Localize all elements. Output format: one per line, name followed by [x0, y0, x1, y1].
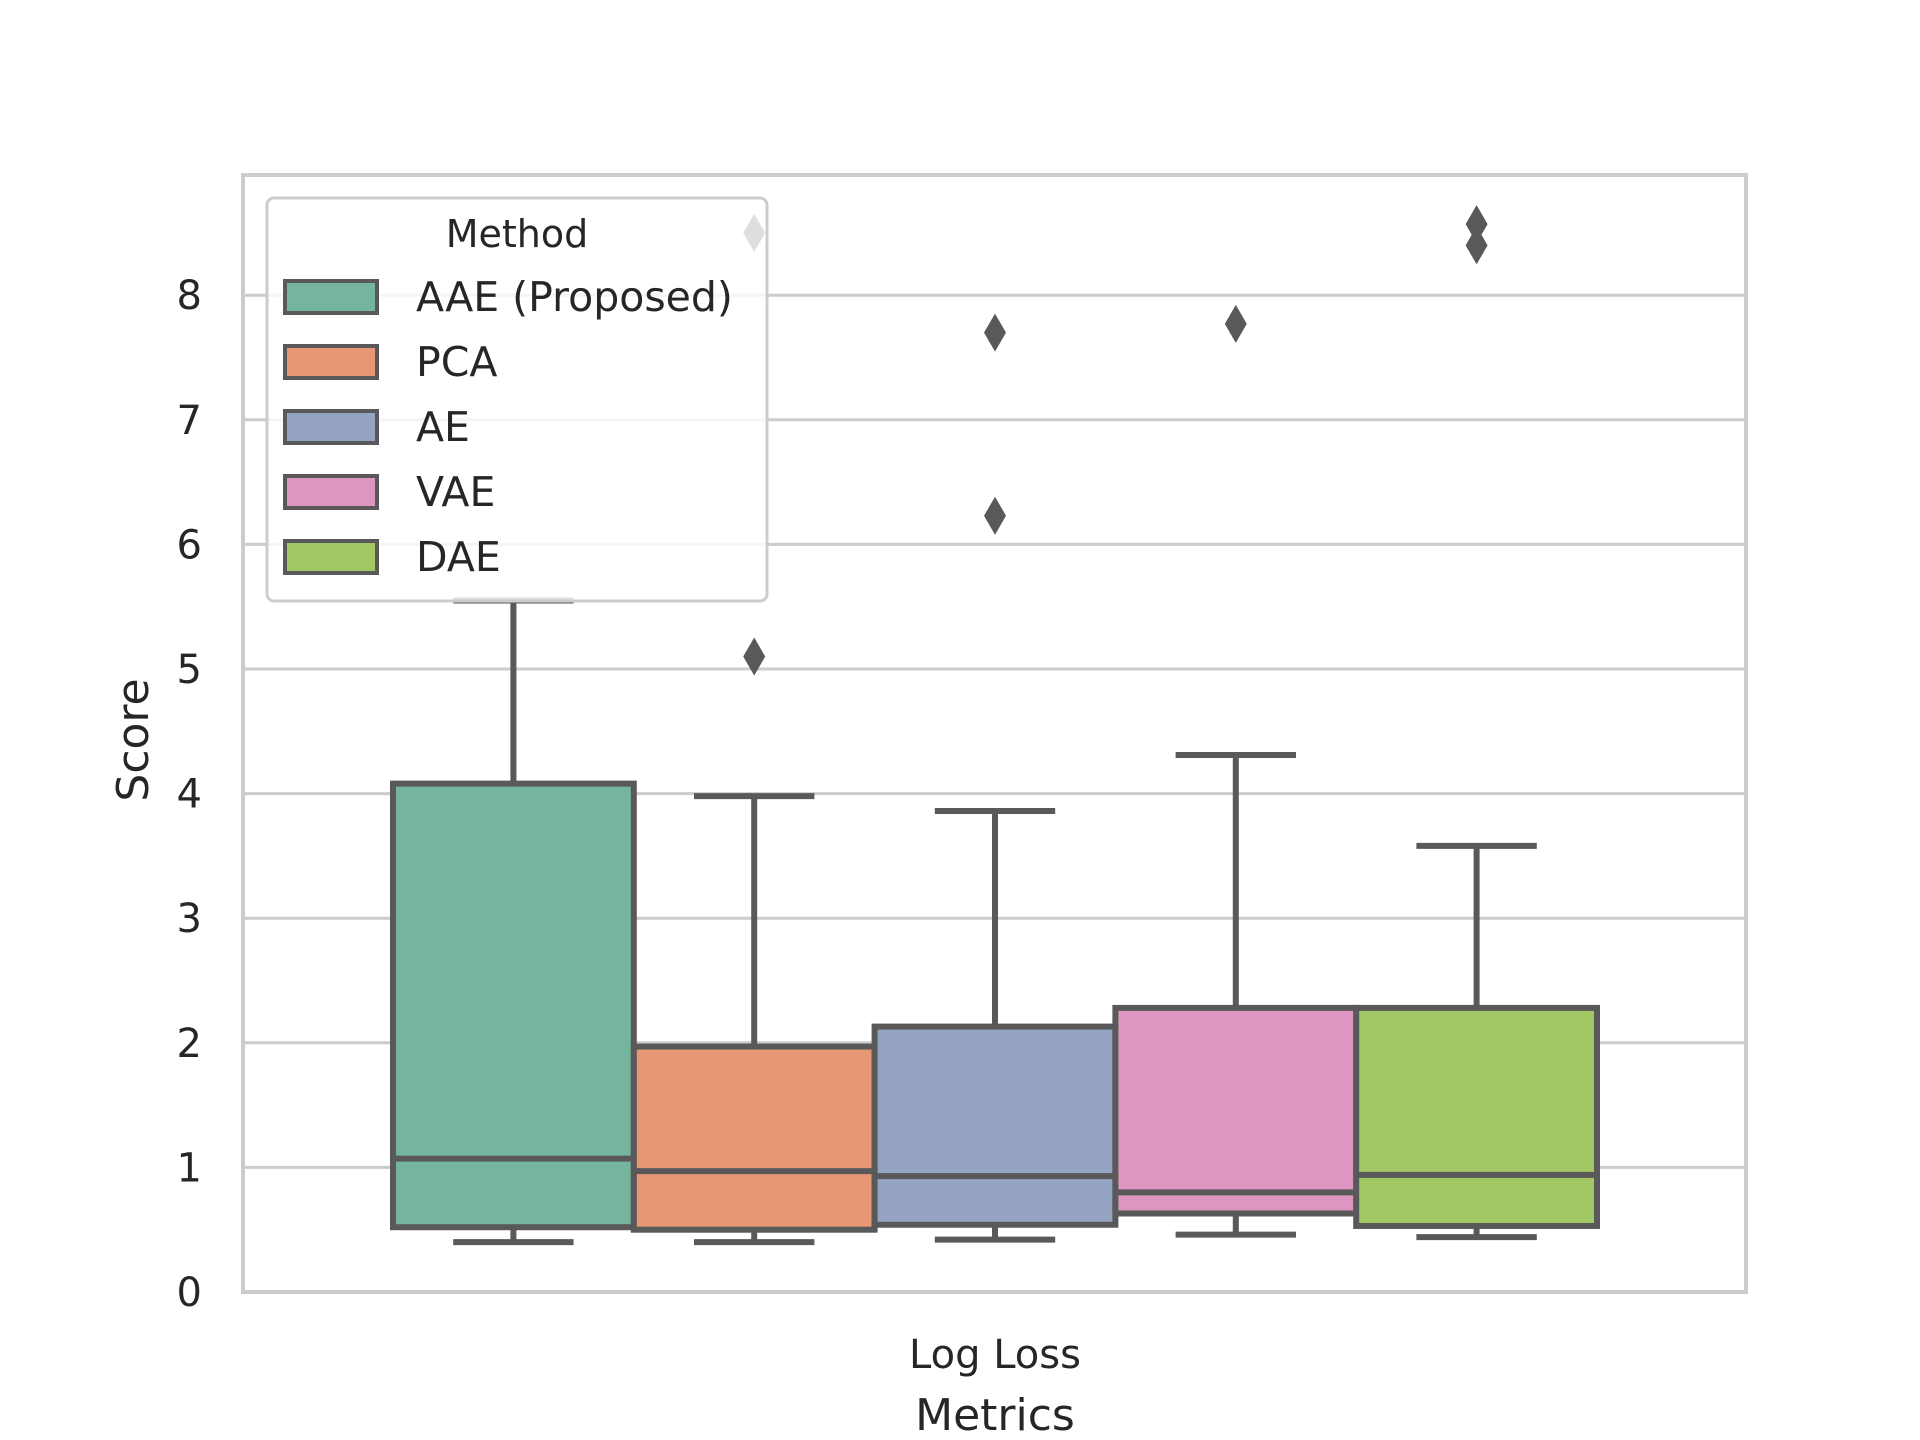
y-tick-label: 7	[177, 398, 202, 444]
box	[390, 780, 637, 1231]
legend-item: AAE (Proposed)	[283, 273, 733, 321]
box-group	[1112, 304, 1360, 1238]
box	[1112, 1004, 1360, 1217]
x-axis-title: Metrics	[915, 1390, 1075, 1440]
legend: Method AAE (Proposed) PCA AE VAE DAE	[265, 196, 769, 603]
legend-frame	[265, 196, 769, 603]
legend-label: PCA	[416, 338, 497, 386]
x-tick-label: Log Loss	[909, 1332, 1081, 1378]
box-group	[630, 213, 878, 1246]
legend-label: DAE	[416, 533, 501, 581]
y-tick-label: 8	[177, 273, 202, 319]
legend-swatch	[283, 474, 379, 510]
outlier-point	[984, 313, 1006, 352]
legend-item: PCA	[283, 338, 497, 386]
y-tick-label: 6	[177, 522, 202, 568]
y-axis-title: Score	[108, 678, 159, 801]
box	[1353, 1004, 1600, 1229]
legend-title: Method	[446, 212, 589, 256]
legend-item: VAE	[283, 468, 495, 516]
y-tick-label: 4	[177, 772, 202, 818]
outlier-point	[743, 637, 766, 676]
outlier-point	[1465, 205, 1488, 244]
y-tick-label: 1	[177, 1145, 202, 1191]
y-tick-label: 3	[177, 896, 202, 942]
legend-item: AE	[283, 403, 470, 451]
legend-label: AAE (Proposed)	[416, 273, 733, 321]
box-group	[390, 597, 637, 1246]
box-layer	[390, 205, 1600, 1246]
box-group	[1353, 205, 1600, 1241]
box	[630, 1043, 878, 1233]
legend-swatch	[283, 344, 379, 380]
legend-swatch	[283, 539, 379, 575]
legend-item: DAE	[283, 533, 501, 581]
outlier-point	[1465, 226, 1488, 265]
box-group	[871, 313, 1119, 1243]
y-tick-label: 5	[177, 647, 202, 693]
legend-swatch	[283, 279, 379, 315]
legend-label: VAE	[416, 468, 495, 516]
y-tick-label: 2	[177, 1021, 202, 1067]
plot-frame	[241, 173, 1748, 1294]
y-tick-label: 0	[177, 1270, 202, 1316]
outlier-point	[1224, 304, 1247, 343]
axis-layer: 0 1 2 3 4 5 6 7 8 Log Loss	[177, 273, 1081, 1378]
legend-label: AE	[416, 403, 470, 451]
legend-swatch	[283, 409, 379, 445]
box	[871, 1023, 1119, 1228]
outlier-point	[984, 496, 1006, 535]
